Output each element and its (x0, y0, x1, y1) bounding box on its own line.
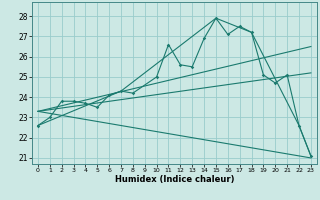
X-axis label: Humidex (Indice chaleur): Humidex (Indice chaleur) (115, 175, 234, 184)
